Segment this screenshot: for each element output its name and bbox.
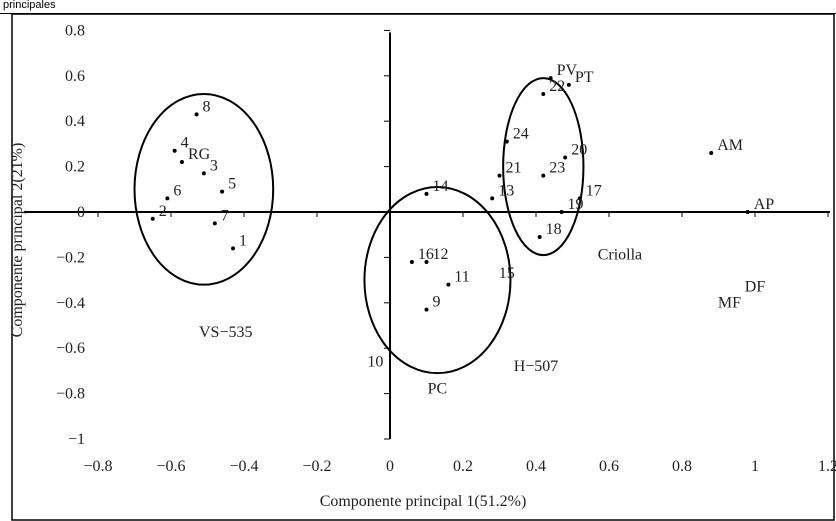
data-point: [220, 189, 225, 194]
y-tick-labels: 0.8 0.6 0.4 0.2 0 −0.2 −0.4 −0.6 −0.8 −1: [56, 22, 85, 448]
y-tick-label: −0.8: [56, 386, 85, 403]
annotation-label: 10: [367, 353, 383, 370]
cluster-ellipses: [133, 77, 585, 375]
point-label: 16: [418, 246, 434, 263]
point-label: 17: [586, 182, 602, 199]
data-point: [179, 160, 184, 165]
x-tick-labels: −0.8 −0.6 −0.4 −0.2 0 0.2 0.4 0.6 0.8 1 1.2: [83, 458, 836, 475]
x-tick-label: 0.6: [599, 458, 619, 475]
y-tick-label: 0.8: [65, 22, 85, 39]
x-tick-label: −0.8: [83, 458, 112, 475]
point-label: 18: [546, 221, 562, 238]
data-point: [446, 282, 451, 287]
y-tick-label: 0.4: [65, 113, 85, 130]
data-point: [548, 76, 553, 81]
x-tick-label: −0.4: [229, 458, 258, 475]
y-tick-label: 0.6: [65, 68, 85, 85]
point-label: PT: [575, 69, 594, 86]
x-tick-label: 0.8: [672, 458, 692, 475]
data-point: [541, 173, 546, 178]
data-point: [541, 91, 546, 96]
data-point: [504, 139, 509, 144]
data-point: [566, 82, 571, 87]
point-label: 2: [159, 203, 167, 220]
point-label: 21: [506, 160, 522, 177]
y-tick-label: −0.4: [56, 295, 85, 312]
point-label: 12: [433, 246, 449, 263]
data-point: [424, 191, 429, 196]
point-label: 24: [513, 126, 529, 143]
data-point: [559, 210, 564, 214]
point-label: 7: [221, 207, 229, 224]
point-label: 11: [454, 269, 469, 286]
point-label: 13: [498, 182, 514, 199]
point-label: 5: [228, 176, 236, 193]
x-tick-label: 0: [386, 458, 394, 475]
data-point: [424, 307, 429, 312]
data-point: [165, 196, 170, 201]
point-label: 20: [571, 142, 587, 159]
x-tick-label: 1.2: [818, 458, 836, 475]
point-label: 19: [568, 196, 584, 213]
data-point: [745, 210, 750, 214]
x-tick-label: 1: [751, 458, 759, 475]
annotation-label: 15: [499, 265, 515, 282]
annotation-label: DF: [745, 278, 766, 295]
data-point: [497, 173, 502, 178]
plot-border: [11, 13, 835, 521]
point-label: 23: [549, 160, 565, 177]
point-label: 3: [210, 157, 218, 174]
data-point: [201, 171, 206, 176]
data-point: [424, 259, 429, 264]
y-tick-label: −0.2: [56, 249, 85, 266]
point-label: AP: [754, 196, 775, 213]
data-point: [212, 221, 217, 226]
data-point: [490, 196, 495, 201]
x-tick-label: −0.2: [302, 458, 331, 475]
point-label: 1: [239, 232, 247, 249]
annotation-label: PC: [428, 381, 448, 398]
annotation-label: MF: [718, 294, 741, 311]
point-label: PV: [557, 62, 578, 79]
cluster-ellipse: [133, 92, 275, 286]
point-label: 6: [173, 182, 181, 199]
point-label: RG: [188, 146, 211, 163]
x-axis-label: Componente principal 1(51.2%): [320, 493, 527, 510]
y-axis-label: Componente principal 2(21%): [9, 143, 26, 338]
y-tick-label: 0.2: [65, 159, 85, 176]
annotation-label: Criolla: [598, 247, 642, 264]
data-point: [231, 246, 236, 251]
point-label: 9: [433, 294, 441, 311]
annotation-label: VS−535: [199, 324, 252, 341]
x-tick-label: 0.2: [453, 458, 473, 475]
point-label: 22: [549, 78, 565, 95]
axes: [24, 29, 830, 440]
data-point: [172, 148, 177, 153]
point-label: AM: [717, 137, 743, 154]
point-label: 8: [203, 98, 211, 115]
data-point: [150, 216, 155, 221]
data-point: [409, 259, 414, 264]
y-tick-label: 0: [77, 204, 85, 221]
annotation-label: H−507: [514, 358, 559, 375]
data-point: [537, 234, 542, 239]
point-label: 14: [433, 178, 449, 195]
x-tick-label: 0.4: [526, 458, 546, 475]
data-point: [194, 112, 199, 117]
cluster-ellipse: [502, 77, 585, 257]
data-point: [709, 150, 714, 155]
cluster-ellipse: [363, 186, 512, 375]
y-tick-label: −0.6: [56, 340, 85, 357]
point-label: 4: [181, 135, 189, 152]
data-point: [577, 196, 582, 201]
data-point: [563, 155, 568, 160]
x-tick-label: −0.6: [156, 458, 185, 475]
y-tick-label: −1: [68, 431, 85, 448]
